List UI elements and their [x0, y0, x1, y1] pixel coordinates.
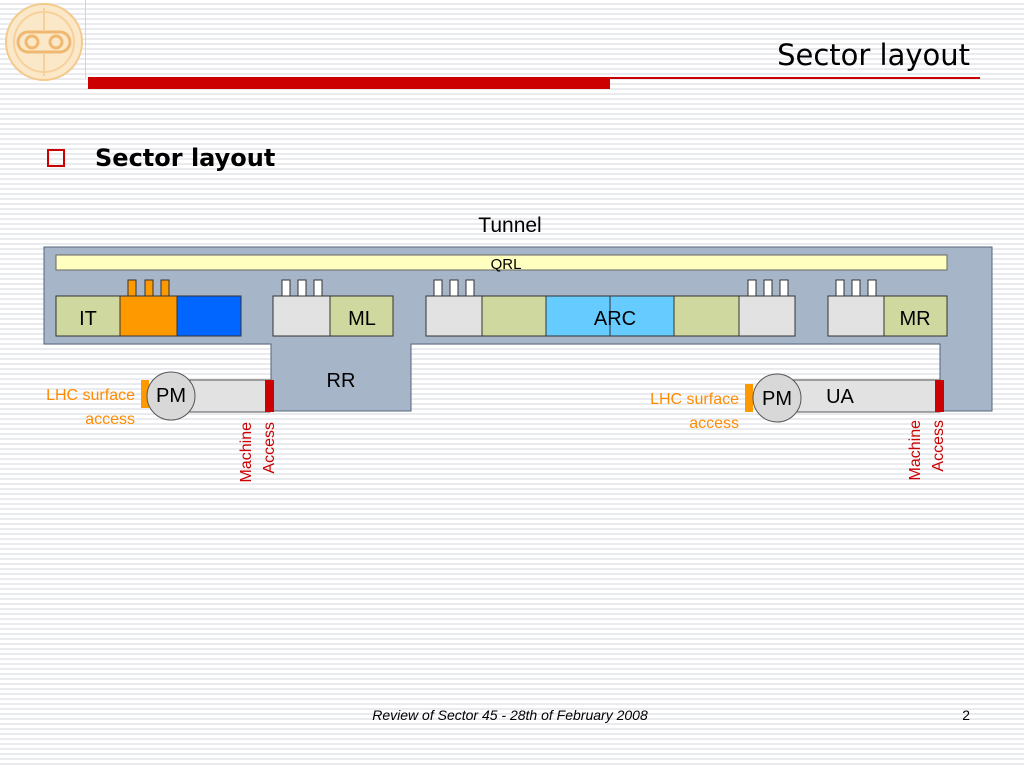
connector-orange-2 — [144, 279, 154, 297]
right-pm-shaft — [752, 373, 802, 423]
footer-caption: Review of Sector 45 - 28th of February 2… — [372, 707, 648, 723]
qrl-line — [55, 254, 948, 271]
header-divider — [85, 0, 86, 78]
page-number: 2 — [962, 707, 970, 723]
right-surface-access-marker — [745, 384, 753, 412]
segment-rr-label: RR — [327, 370, 356, 392]
bullet-heading: Sector layout — [95, 144, 276, 172]
tunnel-label: Tunnel — [478, 214, 541, 237]
segment-ml — [329, 295, 394, 337]
segment-ua-label: UA — [826, 386, 854, 408]
connector-orange-1 — [127, 279, 137, 297]
page-title: Sector layout — [777, 38, 970, 72]
title-underline-thick — [88, 77, 610, 89]
segment-it-blue — [176, 295, 242, 337]
segment-ml-gray — [272, 295, 331, 337]
connector-group-ml — [281, 279, 323, 297]
right-machine-access-marker — [935, 380, 944, 412]
left-surface-access-marker — [141, 380, 149, 408]
bullet-square-icon — [47, 149, 65, 167]
segment-it-orange — [119, 295, 178, 337]
left-machine-label-line1: Machine — [238, 422, 255, 483]
left-surface-label-line2: access — [85, 411, 135, 428]
segment-it-label: IT — [79, 308, 97, 330]
right-surface-label-line2: access — [689, 415, 739, 432]
segment-mr-label: MR — [899, 308, 930, 330]
segment-mr — [883, 295, 948, 337]
logo-icon — [2, 0, 86, 84]
left-pm-shaft — [146, 371, 196, 421]
right-surface-label-line1: LHC surface — [650, 391, 739, 408]
left-pm-label: PM — [156, 385, 186, 407]
left-surface-label-line1: LHC surface — [46, 387, 135, 404]
connector-orange-3 — [160, 279, 170, 297]
right-machine-label-line2: Access — [930, 420, 947, 472]
right-pm-label: PM — [762, 388, 792, 410]
connector-group-arc-left — [433, 279, 475, 297]
segment-arc-label: ARC — [594, 308, 636, 330]
left-machine-access-marker — [265, 380, 274, 412]
connector-group-mr — [835, 279, 877, 297]
segment-mr-gray — [827, 295, 885, 337]
left-machine-label-line2: Access — [261, 422, 278, 474]
segment-arc-gray-right — [738, 295, 796, 337]
qrl-label: QRL — [491, 256, 522, 273]
segment-arc-gray-left — [425, 295, 483, 337]
segment-arc-green-left — [481, 295, 547, 337]
connector-group-arc-right — [747, 279, 789, 297]
right-machine-label-line1: Machine — [907, 420, 924, 481]
segment-arc-green-right — [673, 295, 740, 337]
right-access-passage — [777, 379, 941, 413]
segment-ml-label: ML — [348, 308, 376, 330]
title-underline-thin — [610, 77, 980, 79]
